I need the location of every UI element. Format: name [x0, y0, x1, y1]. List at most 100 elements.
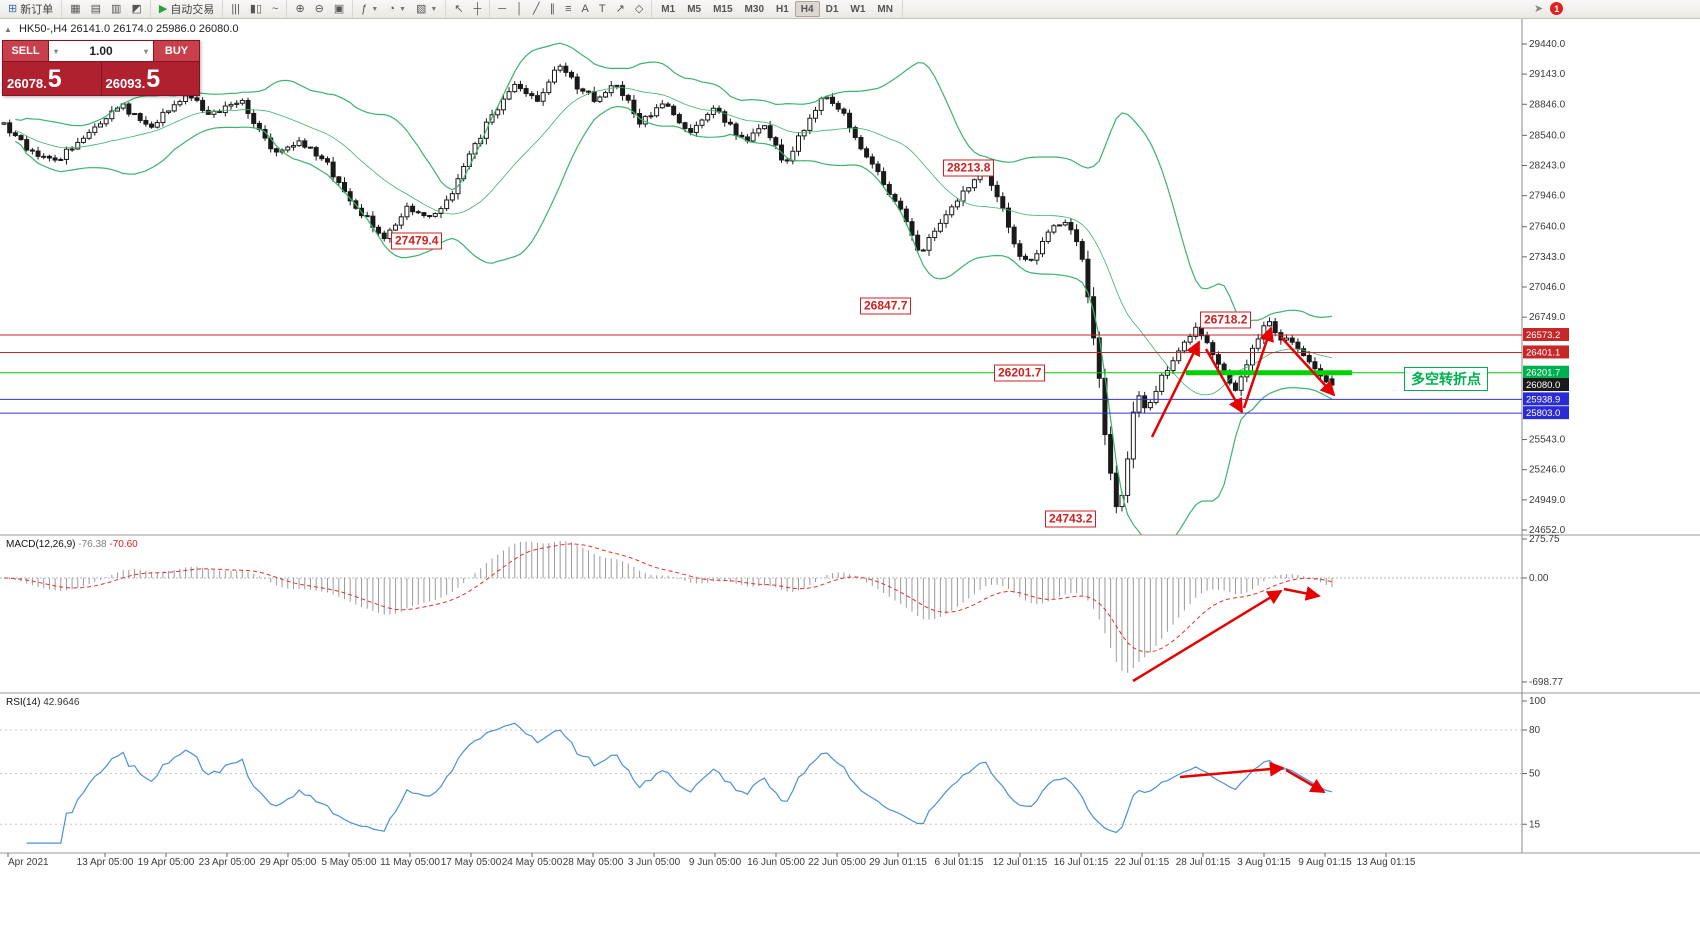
price-callout[interactable]: 28213.8	[943, 159, 995, 177]
play-icon: ▶	[158, 2, 168, 15]
timeframe-m1-button[interactable]: M1	[655, 1, 681, 17]
price-tag: 26401.1	[1526, 347, 1560, 358]
svg-text:28 Jul 01:15: 28 Jul 01:15	[1176, 857, 1231, 868]
timeframe-m30-button[interactable]: M30	[739, 1, 770, 17]
price-callout[interactable]: 26847.7	[860, 297, 912, 315]
svg-text:275.75: 275.75	[1529, 534, 1560, 545]
shapes-button[interactable]: ◇	[630, 1, 648, 17]
price-axis: 29440.0 29143.0 28846.0 28540.0 28243.0 27946…	[1522, 39, 1569, 536]
alerts-button[interactable]: ◩	[126, 1, 146, 17]
timeframe-h4-button[interactable]: H4	[794, 1, 820, 17]
svg-text:Apr 2021: Apr 2021	[8, 857, 49, 868]
new-order-label: 新订单	[20, 4, 54, 16]
periods-button[interactable]: ◔ ▼	[383, 1, 411, 17]
price-callout[interactable]: 27479.4	[391, 232, 443, 250]
horizontal-line-icon: ─	[498, 2, 507, 15]
price-tag: 25803.0	[1526, 408, 1560, 419]
timeframe-m5-button[interactable]: M5	[681, 1, 707, 17]
line-chart-button[interactable]: ~	[267, 1, 283, 17]
crosshair-icon: ┼	[473, 2, 482, 15]
fibonacci-button[interactable]: ≡	[560, 1, 576, 17]
price-callout[interactable]: 26201.7	[994, 364, 1046, 382]
timeframe-m15-button[interactable]: M15	[707, 1, 738, 17]
shapes-icon: ◇	[634, 2, 644, 15]
profiles-icon: ▤	[90, 2, 102, 15]
new-order-button[interactable]: ⊞ 新订单	[3, 1, 58, 17]
candlestick-chart-button[interactable]: ▮▯	[245, 1, 267, 17]
price-callout[interactable]: 26718.2	[1200, 311, 1252, 329]
bollinger-bands	[14, 42, 1333, 535]
toolbar-right: ➤ 1	[1534, 2, 1564, 15]
timeframe-d1-button[interactable]: D1	[820, 1, 845, 17]
crosshair-button[interactable]: ┼	[469, 1, 487, 17]
vertical-line-button[interactable]: │	[511, 1, 528, 17]
volume-input[interactable]: ▾ 1.00 ▾	[49, 41, 153, 61]
svg-text:27046.0: 27046.0	[1529, 282, 1566, 293]
svg-text:0.00: 0.00	[1529, 573, 1549, 584]
svg-text:12 Jul 01:15: 12 Jul 01:15	[993, 857, 1048, 868]
sell-button[interactable]: SELL	[3, 41, 49, 61]
svg-text:29143.0: 29143.0	[1529, 69, 1566, 80]
toolbar-group-timeframes: M1 M5 M15 M30 H1 H4 D1 W1 MN	[652, 0, 903, 18]
notification-badge[interactable]: 1	[1550, 2, 1564, 15]
vertical-line-icon: │	[516, 2, 523, 15]
timeframe-mn-button[interactable]: MN	[871, 1, 899, 17]
time-axis: Apr 2021 13 Apr 05:00 19 Apr 05:00 23 Apr 0…	[7, 853, 1416, 868]
zoom-in-icon: ⊕	[295, 2, 305, 15]
toolbar-group-cursor: ↖ ┼	[446, 0, 491, 18]
svg-text:29440.0: 29440.0	[1529, 39, 1566, 50]
turning-point-annotation[interactable]: 多空转折点	[1404, 367, 1488, 391]
cursor-button[interactable]: ↖	[449, 1, 468, 17]
zoom-out-button[interactable]: ⊖	[310, 1, 329, 17]
toolbar-group-autotrading: ▶ 自动交易	[151, 0, 224, 18]
timeframe-h1-button[interactable]: H1	[770, 1, 795, 17]
trendline-button[interactable]: ╱	[528, 1, 545, 17]
svg-text:9 Aug 01:15: 9 Aug 01:15	[1298, 857, 1352, 868]
volume-decrease-button[interactable]: ▾	[54, 46, 59, 56]
toolbar-group-order: ⊞ 新订单	[0, 0, 63, 18]
volume-value: 1.00	[89, 44, 113, 58]
trendline-icon: ╱	[532, 2, 540, 15]
svg-text:13 Aug 01:15: 13 Aug 01:15	[1357, 857, 1416, 868]
profiles-button[interactable]: ▤	[86, 1, 106, 17]
price-tag: 26201.7	[1526, 368, 1560, 379]
trend-arrows[interactable]	[1132, 326, 1336, 794]
svg-text:5 May 05:00: 5 May 05:00	[321, 857, 376, 868]
line-chart-icon: ~	[272, 2, 279, 15]
indicators-button[interactable]: ƒ ▼	[356, 1, 383, 17]
pointer-icon[interactable]: ➤	[1534, 3, 1544, 15]
buy-price[interactable]: 26093. 5	[105, 65, 161, 93]
horizontal-lines[interactable]	[0, 334, 1522, 414]
svg-text:29 Jun 01:15: 29 Jun 01:15	[869, 857, 927, 868]
alerts-icon: ◩	[131, 2, 142, 15]
buy-button[interactable]: BUY	[153, 41, 199, 61]
auto-trading-button[interactable]: ▶ 自动交易	[154, 1, 219, 17]
toolbar-group-zoom: ⊕ ⊖ ▣	[287, 0, 354, 18]
volume-increase-button[interactable]: ▾	[143, 46, 148, 56]
market-watch-button[interactable]: ▥	[106, 1, 126, 17]
price-callout[interactable]: 24743.2	[1045, 510, 1097, 528]
rsi-label: RSI(14) 42.9646	[6, 697, 80, 708]
zoom-in-button[interactable]: ⊕	[290, 1, 309, 17]
timeframe-w1-button[interactable]: W1	[844, 1, 871, 17]
arrows-icon: ↗	[615, 2, 625, 15]
horizontal-line-button[interactable]: ─	[493, 1, 511, 17]
bar-chart-button[interactable]: |||	[226, 1, 245, 17]
equidistant-channel-button[interactable]: ∥	[545, 1, 561, 17]
candlestick-chart-icon: ▮▯	[249, 2, 262, 15]
templates-button[interactable]: ▧ ▼	[411, 1, 442, 17]
svg-text:-698.77: -698.77	[1529, 677, 1563, 688]
text-label-button[interactable]: T	[594, 1, 611, 17]
arrows-button[interactable]: ↗	[611, 1, 630, 17]
one-click-toggle-icon[interactable]: ▲	[4, 25, 12, 34]
chevron-down-icon: ▼	[430, 5, 438, 13]
chart-window-button[interactable]: ▦	[65, 1, 85, 17]
text-button[interactable]: A	[577, 1, 594, 17]
tile-windows-button[interactable]: ▣	[329, 1, 349, 17]
svg-text:24 May 05:00: 24 May 05:00	[502, 857, 563, 868]
svg-text:17 May 05:00: 17 May 05:00	[441, 857, 502, 868]
templates-icon: ▧	[415, 2, 427, 15]
sell-price[interactable]: 26078. 5	[3, 62, 102, 95]
